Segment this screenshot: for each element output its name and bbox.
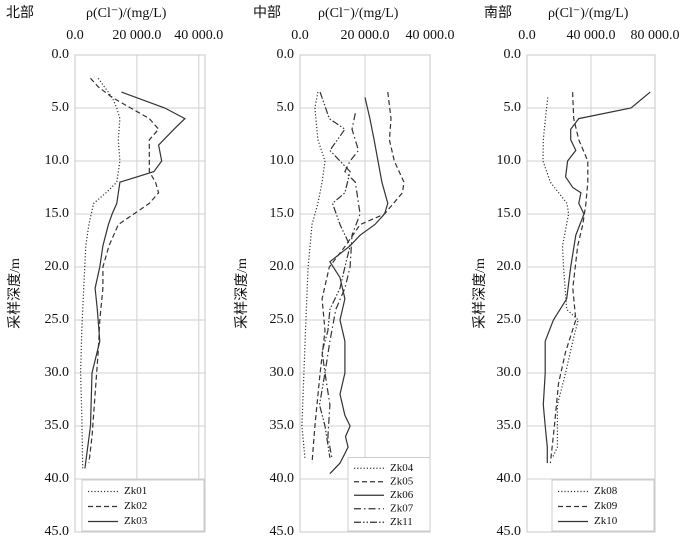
legend-label: Zk10 [594,515,618,527]
legend-label: Zk11 [390,516,413,528]
series-line [329,97,389,475]
x-tick-label: 40 000.0 [567,28,616,43]
y-tick-label: 20.0 [270,259,295,274]
y-tick-label: 45.0 [45,524,70,539]
y-tick-label: 35.0 [497,418,522,433]
series-line [84,91,186,469]
panel-title: 南部 [484,5,512,21]
y-tick-label: 35.0 [270,418,295,433]
y-tick-label: 15.0 [497,206,522,221]
panel: 北部 ρ(Cl⁻)/(mg/L) 采样深度/m 0.0 20 000.0 40 000.0… [6,5,223,539]
legend-label: Zk06 [390,489,414,501]
x-tick-label: 40 000.0 [406,28,455,43]
legend: Zk08 Zk09 Zk10 [551,479,655,532]
plot-frame [74,54,206,533]
series-line [79,77,121,469]
y-tick-label: 15.0 [270,206,295,221]
y-tick-label: 25.0 [270,312,295,327]
series-line [549,92,589,464]
x-tick-label: 20 000.0 [112,28,161,43]
x-axis-label: ρ(Cl⁻)/(mg/L) [548,6,629,21]
y-tick-label: 0.0 [52,47,70,62]
y-tick-label: 0.0 [504,47,522,62]
legend: Zk01 Zk02 Zk03 [81,479,205,532]
y-tick-label: 0.0 [277,47,295,62]
legend-label: Zk04 [390,462,414,474]
y-tick-label: 20.0 [497,259,522,274]
x-tick-label: 0.0 [291,28,309,43]
series-line [324,113,361,458]
y-tick-label: 30.0 [270,365,295,380]
plot-frame [526,54,656,533]
y-axis-label: 采样深度/m [7,258,23,329]
y-tick-label: 10.0 [497,153,522,168]
legend-label: Zk09 [594,500,618,512]
panel: 南部 ρ(Cl⁻)/(mg/L) 采样深度/m 0.0 40 000.0 80 000.0… [472,5,679,539]
x-tick-label: 0.0 [66,28,84,43]
y-tick-label: 40.0 [45,471,70,486]
y-tick-label: 10.0 [45,153,70,168]
y-tick-label: 5.0 [277,100,295,115]
y-tick-label: 30.0 [497,365,522,380]
y-axis-label: 采样深度/m [234,258,250,329]
y-tick-label: 45.0 [497,524,522,539]
y-tick-label: 5.0 [504,100,522,115]
x-tick-label: 0.0 [518,28,536,43]
x-axis-label: ρ(Cl⁻)/(mg/L) [318,6,399,21]
y-tick-label: 40.0 [497,471,522,486]
y-tick-label: 25.0 [45,312,70,327]
y-tick-label: 5.0 [52,100,70,115]
legend-box [551,479,655,532]
legend-label: Zk01 [124,485,147,497]
x-tick-label: 40 000.0 [174,28,223,43]
y-tick-label: 40.0 [270,471,295,486]
y-axis-label: 采样深度/m [472,258,488,329]
panel-title: 中部 [253,5,281,21]
y-tick-label: 35.0 [45,418,70,433]
x-axis-label: ρ(Cl⁻)/(mg/L) [86,6,167,21]
x-tick-label: 80 000.0 [631,28,680,43]
y-tick-label: 20.0 [45,259,70,274]
y-tick-label: 45.0 [270,524,295,539]
legend-box [81,479,205,532]
y-tick-label: 15.0 [45,206,70,221]
legend-label: Zk07 [390,502,414,514]
legend-label: Zk05 [390,475,414,487]
legend-label: Zk08 [594,485,618,497]
panel: 中部 ρ(Cl⁻)/(mg/L) 采样深度/m 0.0 20 000.0 40 000.0… [234,5,454,539]
plot-frame [299,54,431,533]
y-tick-label: 30.0 [45,365,70,380]
series-line [542,97,579,459]
series-line [301,91,326,458]
series-line [542,91,651,464]
legend-label: Zk02 [124,500,147,512]
x-tick-label: 20 000.0 [341,28,390,43]
panel-title: 北部 [6,5,34,21]
y-tick-label: 25.0 [497,312,522,327]
series-line [318,91,351,458]
legend-label: Zk03 [124,515,148,527]
legend-box [347,457,431,532]
y-tick-label: 10.0 [270,153,295,168]
